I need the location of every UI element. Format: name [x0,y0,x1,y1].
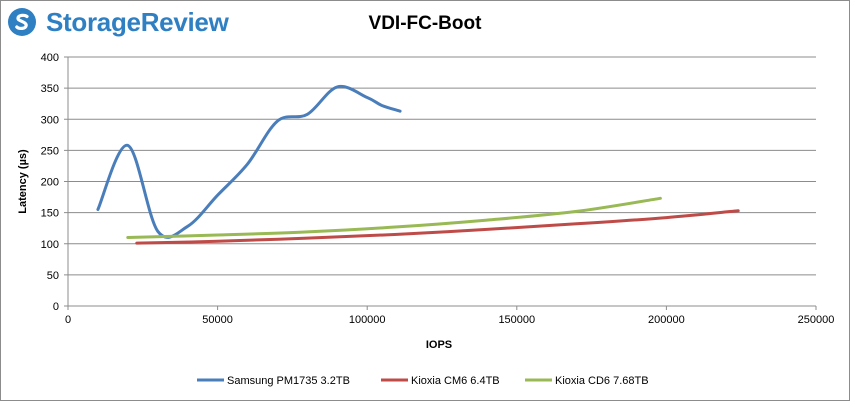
y-tick-label: 100 [41,239,59,251]
y-tick-label: 250 [41,145,59,157]
legend-label-1: Samsung PM1735 3.2TB [227,375,350,387]
chart-title: VDI-FC-Boot [368,13,482,34]
y-tick-label: 0 [53,301,59,313]
y-tick-label: 400 [41,52,59,64]
storagereview-logo-icon [8,8,36,36]
series-line-1 [96,84,402,239]
brand-name: StorageReview [46,7,229,37]
x-tick-label: 250000 [798,314,835,326]
y-tick-label: 350 [41,83,59,95]
y-tick-label: 150 [41,208,59,220]
x-axis-label: IOPS [426,339,452,351]
x-tick-label: 150000 [498,314,535,326]
y-tick-label: 200 [41,177,59,189]
series-line-2 [135,209,740,245]
legend-label-2: Kioxia CM6 6.4TB [411,375,500,387]
brand-logo: StorageReview [6,4,229,38]
y-tick-label: 50 [47,270,59,282]
series-line-3 [126,196,662,239]
y-axis-label: Latency (µs) [17,149,29,214]
y-tick-label: 300 [41,114,59,126]
x-tick-label: 100000 [349,314,386,326]
legend-label-3: Kioxia CD6 7.68TB [555,375,649,387]
x-tick-label: 50000 [202,314,233,326]
x-tick-label: 0 [65,314,71,326]
x-tick-label: 200000 [648,314,685,326]
